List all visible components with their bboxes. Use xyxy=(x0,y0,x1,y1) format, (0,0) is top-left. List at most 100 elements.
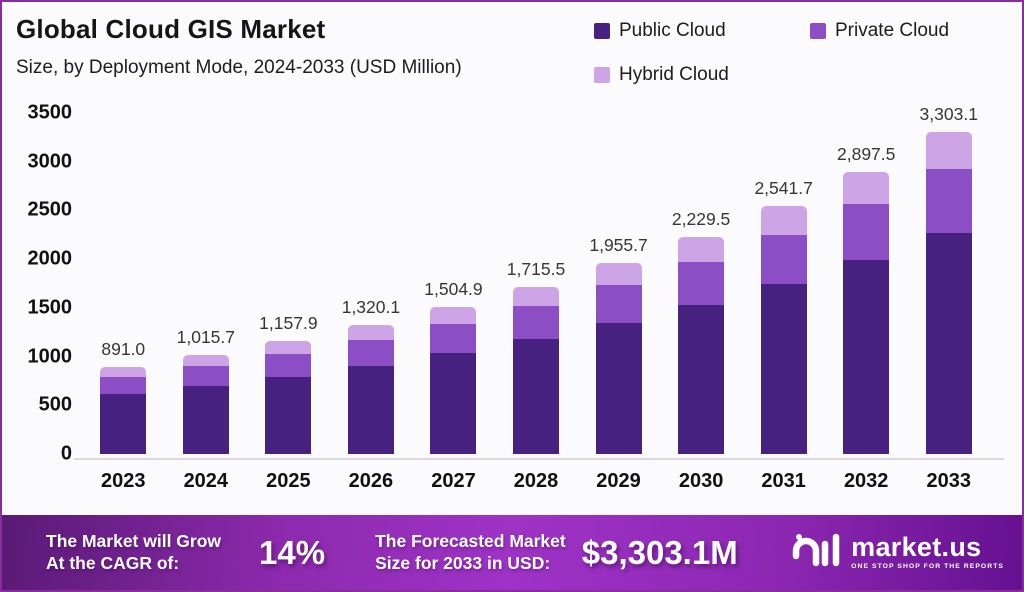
stacked-bar-2023 xyxy=(100,113,147,454)
bar-segment-private-cloud xyxy=(678,261,725,306)
x-tick-label-2033: 2033 xyxy=(926,470,971,492)
x-tick-label-2030: 2030 xyxy=(678,470,724,492)
stacked-bar-2032 xyxy=(843,113,890,454)
x-tick-label-2025: 2025 xyxy=(266,470,311,492)
bar-segment-hybrid-cloud xyxy=(595,263,642,286)
bar-total-label: 1,157.9 xyxy=(259,313,318,334)
bar-segment-private-cloud xyxy=(347,340,394,366)
bar-total-label: 2,541.7 xyxy=(754,178,813,199)
legend-label: Hybrid Cloud xyxy=(619,64,729,85)
bar-total-label: 3,303.1 xyxy=(919,104,978,125)
forecast-label-line2: Size for 2033 in USD: xyxy=(375,552,551,573)
bar-segment-public-cloud xyxy=(100,394,147,454)
bar-segment-private-cloud xyxy=(182,366,229,387)
x-tick-label-2031: 2031 xyxy=(761,470,806,492)
bar-slot-2025: 1,157.9 xyxy=(247,113,330,454)
bar-slot-2032: 2,897.5 xyxy=(825,113,908,454)
stacked-bar-2028 xyxy=(513,113,559,454)
plot-area: 891.0 1,015.7 1,157.9 1,320.1 1,504.9 1,715.5… xyxy=(82,104,990,454)
bar-segment-private-cloud xyxy=(100,377,147,395)
bar-segment-public-cloud xyxy=(347,365,394,454)
stacked-bar-2026 xyxy=(347,113,394,454)
y-tick-label: 500 xyxy=(38,393,72,416)
bar-slot-2033: 3,303.1 xyxy=(907,104,990,454)
bar-segment-hybrid-cloud xyxy=(430,307,477,325)
bar-segment-public-cloud xyxy=(595,323,642,454)
y-tick-label: 2500 xyxy=(27,198,73,221)
bar-segment-public-cloud xyxy=(182,386,229,454)
bar-segment-hybrid-cloud xyxy=(100,367,147,378)
legend-item-private-cloud: Private Cloud xyxy=(810,20,949,42)
bar-segment-public-cloud xyxy=(843,260,890,454)
bar-segment-public-cloud xyxy=(760,284,807,454)
x-tick-label-2029: 2029 xyxy=(596,470,641,492)
x-tick-label-2027: 2027 xyxy=(431,470,476,492)
x-tick-label-2028: 2028 xyxy=(513,470,559,492)
bar-total-label: 2,897.5 xyxy=(836,143,896,164)
brand-text: market.us ONE STOP SHOP FOR THE REPORTS xyxy=(851,534,1004,571)
bar-segment-hybrid-cloud xyxy=(347,325,394,341)
stacked-bar-2033 xyxy=(925,113,972,454)
bar-slot-2028: 1,715.5 xyxy=(495,113,578,454)
bar-segment-hybrid-cloud xyxy=(513,286,559,306)
bar-slot-2031: 2,541.7 xyxy=(742,113,825,454)
legend-label: Private Cloud xyxy=(835,20,950,41)
brand-tagline: ONE STOP SHOP FOR THE REPORTS xyxy=(851,563,1004,571)
legend-item-hybrid-cloud: Hybrid Cloud xyxy=(594,64,729,86)
legend-swatch-icon xyxy=(810,23,826,39)
bar-total-label: 1,715.5 xyxy=(506,258,566,279)
stacked-bar-2025 xyxy=(265,113,312,454)
page-subtitle: Size, by Deployment Mode, 2024-2033 (USD… xyxy=(16,57,462,78)
bar-segment-public-cloud xyxy=(925,233,972,454)
bar-slot-2030: 2,229.5 xyxy=(660,113,743,454)
x-axis: 2023 2024 2025 2026 2027 2028 2029 2030 2031 2032… xyxy=(82,470,990,500)
cagr-label-line2: At the CAGR of: xyxy=(46,552,180,573)
bar-segment-hybrid-cloud xyxy=(182,355,229,367)
y-tick-label: 3000 xyxy=(27,150,73,173)
legend-swatch-icon xyxy=(594,67,610,83)
bar-slot-2026: 1,320.1 xyxy=(330,113,413,454)
bar-total-label: 1,955.7 xyxy=(589,235,648,256)
forecast-label-line1: The Forecasted Market xyxy=(375,530,566,551)
bar-segment-hybrid-cloud xyxy=(265,341,312,355)
x-tick-label-2023: 2023 xyxy=(101,470,146,492)
y-tick-label: 1000 xyxy=(27,345,73,368)
bar-segment-private-cloud xyxy=(925,168,972,234)
stacked-bar-2029 xyxy=(595,113,642,454)
bar-segment-private-cloud xyxy=(430,324,477,354)
bar-segment-public-cloud xyxy=(513,339,559,454)
stacked-bar-2030 xyxy=(678,113,725,454)
brand-logo: market.us ONE STOP SHOP FOR THE REPORTS xyxy=(791,529,1004,576)
brand-name: market.us xyxy=(851,532,982,563)
bar-segment-public-cloud xyxy=(430,353,477,454)
y-tick-label: 1500 xyxy=(27,296,73,319)
x-tick-label-2026: 2026 xyxy=(348,470,394,492)
bar-total-label: 1,015.7 xyxy=(176,327,236,348)
y-tick-label: 2000 xyxy=(27,247,73,270)
bar-total-label: 891.0 xyxy=(101,339,146,360)
bar-segment-public-cloud xyxy=(265,376,312,454)
forecast-value: $3,303.1M xyxy=(581,533,738,571)
cagr-value: 14% xyxy=(259,533,326,571)
cagr-label-line1: The Market will Grow xyxy=(46,530,222,551)
bar-segment-hybrid-cloud xyxy=(843,171,890,204)
forecast-label: The Forecasted Market Size for 2033 in U… xyxy=(375,531,566,575)
bar-segment-private-cloud xyxy=(760,234,807,285)
x-axis-baseline xyxy=(74,458,1004,460)
bar-slot-2027: 1,504.9 xyxy=(412,113,495,454)
bar-segment-private-cloud xyxy=(595,285,642,324)
y-tick-label: 3500 xyxy=(27,101,73,124)
bar-segment-private-cloud xyxy=(513,305,559,340)
stacked-bar-2031 xyxy=(760,113,807,454)
bar-slot-2023: 891.0 xyxy=(82,113,165,454)
legend-swatch-icon xyxy=(594,23,610,39)
stacked-bar-2027 xyxy=(430,113,477,454)
market-us-logo-icon xyxy=(791,529,843,576)
bar-total-label: 1,320.1 xyxy=(341,297,401,318)
y-axis: 0 500 1000 1500 2000 2500 3000 3500 xyxy=(10,102,73,465)
bar-slot-2024: 1,015.7 xyxy=(165,113,248,454)
y-tick-label: 0 xyxy=(60,442,72,465)
page-title: Global Cloud GIS Market xyxy=(16,14,326,44)
x-tick-label-2024: 2024 xyxy=(183,470,229,492)
